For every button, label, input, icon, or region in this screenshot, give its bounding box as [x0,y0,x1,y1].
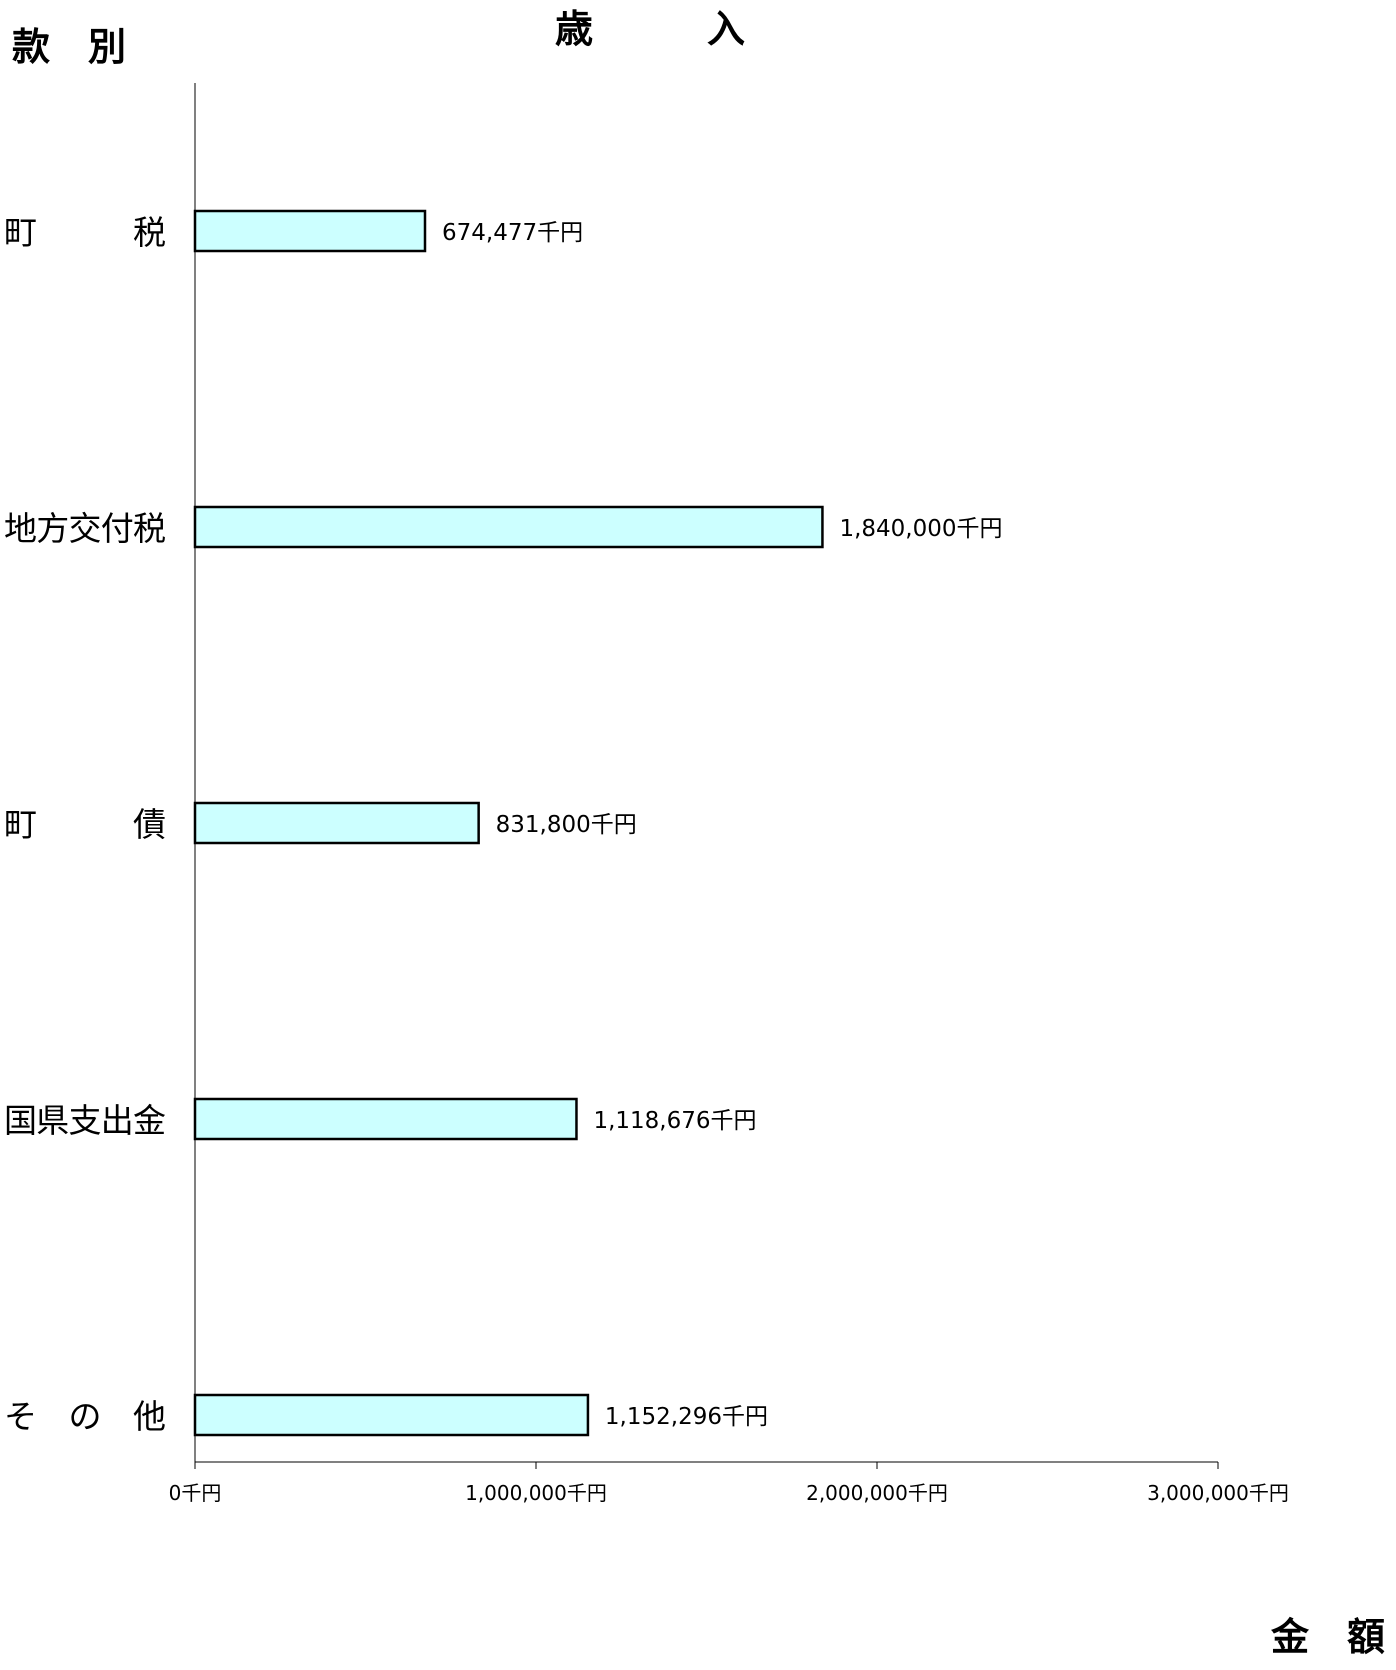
bar [193,1097,578,1141]
x-tick-label: 1,000,000千円 [465,1481,607,1505]
value-label: 1,840,000千円 [839,516,1002,542]
x-tick-label: 2,000,000千円 [806,1481,948,1505]
plot-area: 0千円 1,000,000千円 2,000,000千円 3,000,000千円 町 税 6… [4,83,1289,1505]
x-axis-label: 金 額 [1270,1615,1385,1659]
category-label: 町 債 [4,805,166,844]
bar [193,1393,590,1437]
y-axis-label: 款 別 [12,25,126,69]
x-tick-label: 3,000,000千円 [1147,1481,1289,1505]
x-tick-label: 0千円 [169,1481,222,1505]
chart-title: 歳 入 [555,7,745,51]
bar [193,505,824,549]
category-label: そ の 他 [4,1397,166,1436]
value-label: 1,118,676千円 [593,1108,756,1134]
value-label: 831,800千円 [496,812,637,838]
bar [193,801,480,845]
category-label: 地方交付税 [4,509,166,548]
value-label: 1,152,296千円 [605,1404,768,1430]
value-label: 674,477千円 [442,220,583,246]
category-label: 国県支出金 [4,1101,166,1140]
category-label: 町 税 [4,213,166,252]
bar [193,209,427,253]
